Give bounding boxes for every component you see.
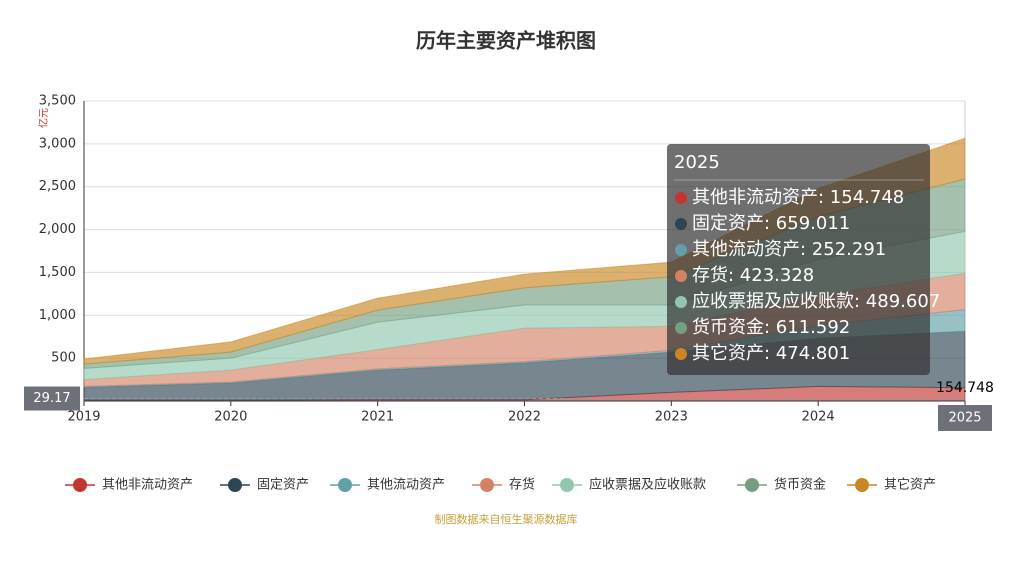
legend-item: 固定资产 — [220, 478, 309, 493]
source-note: 制图数据来自恒生聚源数据库 — [435, 512, 578, 526]
pointer-label: 29.17 — [33, 391, 70, 406]
y-tick-label: 1,000 — [39, 308, 76, 323]
legend-marker — [745, 478, 759, 492]
tooltip-sep: : — [854, 291, 866, 312]
tooltip-marker — [675, 192, 687, 204]
legend-marker — [560, 478, 574, 492]
tooltip-name: 货币资金 — [692, 317, 764, 338]
legend-label: 应收票据及应收账款 — [589, 477, 706, 493]
tooltip-marker — [675, 218, 687, 230]
tooltip-marker — [675, 322, 687, 334]
tooltip-row: 其他流动资产: 252.291 — [692, 239, 886, 260]
tooltip-row: 存货: 423.328 — [692, 265, 814, 286]
y-tick-label: 500 — [51, 351, 76, 366]
legend-label: 其它资产 — [884, 477, 936, 493]
tooltip-name: 其他非流动资产 — [692, 187, 818, 208]
x-tick-label: 2021 — [361, 410, 394, 425]
legend-label: 固定资产 — [257, 478, 309, 493]
legend-marker — [73, 478, 87, 492]
tooltip: 2025 其他非流动资产: 154.748 固定资产: 659.011 其他流动资产:… — [667, 144, 940, 375]
legend-label: 存货 — [509, 477, 535, 493]
legend-marker — [338, 478, 352, 492]
x-tick-label: 2020 — [214, 410, 247, 425]
tooltip-row: 应收票据及应收账款: 489.607 — [692, 291, 940, 312]
tooltip-row: 其他非流动资产: 154.748 — [692, 187, 904, 208]
tooltip-value: 423.328 — [740, 265, 814, 286]
tooltip-marker — [675, 348, 687, 360]
tooltip-name: 应收票据及应收账款 — [692, 291, 854, 312]
tooltip-value: 154.748 — [830, 187, 904, 208]
tooltip-name: 存货 — [692, 265, 728, 286]
y-tick-label: 3,000 — [39, 136, 76, 151]
legend-marker — [228, 478, 242, 492]
tooltip-name: 其他流动资产 — [692, 239, 800, 260]
legend-label: 其他非流动资产 — [102, 478, 193, 493]
y-tick-label: 3,500 — [39, 94, 76, 109]
legend-item: 存货 — [472, 477, 535, 493]
x-tick-label: 2023 — [655, 410, 688, 425]
y-tick-label: 1,500 — [39, 265, 76, 280]
area — [83, 137, 966, 365]
tooltip-sep: : — [764, 343, 776, 364]
tooltip-row: 货币资金: 611.592 — [692, 317, 850, 338]
value-label: 154.748 — [936, 380, 994, 396]
tooltip-row: 其它资产: 474.801 — [692, 343, 850, 364]
x-tick-label: 2024 — [802, 410, 835, 425]
legend-label: 其他流动资产 — [367, 478, 445, 493]
tooltip-sep: : — [764, 317, 776, 338]
tooltip-sep: : — [764, 213, 776, 234]
tooltip-marker — [675, 296, 687, 308]
tooltip-value: 659.011 — [776, 213, 850, 234]
legend-item: 货币资金 — [737, 477, 826, 493]
legend-marker — [855, 478, 869, 492]
tooltip-sep: : — [818, 187, 830, 208]
legend-marker — [480, 478, 494, 492]
tooltip-row: 固定资产: 659.011 — [692, 213, 850, 234]
x-pointer-bg — [938, 405, 992, 431]
tooltip-title: 2025 — [674, 152, 720, 173]
tooltip-name: 固定资产 — [692, 213, 764, 234]
chart-title: 历年主要资产堆积图 — [416, 29, 596, 53]
tooltip-value: 252.291 — [812, 239, 886, 260]
legend-item: 其他流动资产 — [330, 478, 445, 493]
x-tick-label: 2019 — [67, 410, 100, 425]
x-pointer-label: 2025 — [948, 411, 981, 426]
y-tick-label: 2,000 — [39, 222, 76, 237]
legend-item: 应收票据及应收账款 — [552, 477, 706, 493]
legend-label: 货币资金 — [774, 477, 826, 493]
tooltip-value: 611.592 — [776, 317, 850, 338]
y-tick-label: 2,500 — [39, 179, 76, 194]
tooltip-marker — [675, 270, 687, 282]
tooltip-marker — [675, 244, 687, 256]
tooltip-value: 489.607 — [866, 291, 940, 312]
tooltip-name: 其它资产 — [692, 343, 764, 364]
tooltip-sep: : — [800, 239, 812, 260]
legend-item: 其他非流动资产 — [65, 478, 193, 493]
legend-item: 其它资产 — [847, 477, 936, 493]
pointer-label-bg — [24, 386, 80, 411]
tooltip-bg — [667, 144, 930, 375]
tooltip-value: 474.801 — [776, 343, 850, 364]
y-unit: 亿元 — [37, 108, 50, 128]
tooltip-sep: : — [728, 265, 740, 286]
x-tick-label: 2022 — [508, 410, 541, 425]
